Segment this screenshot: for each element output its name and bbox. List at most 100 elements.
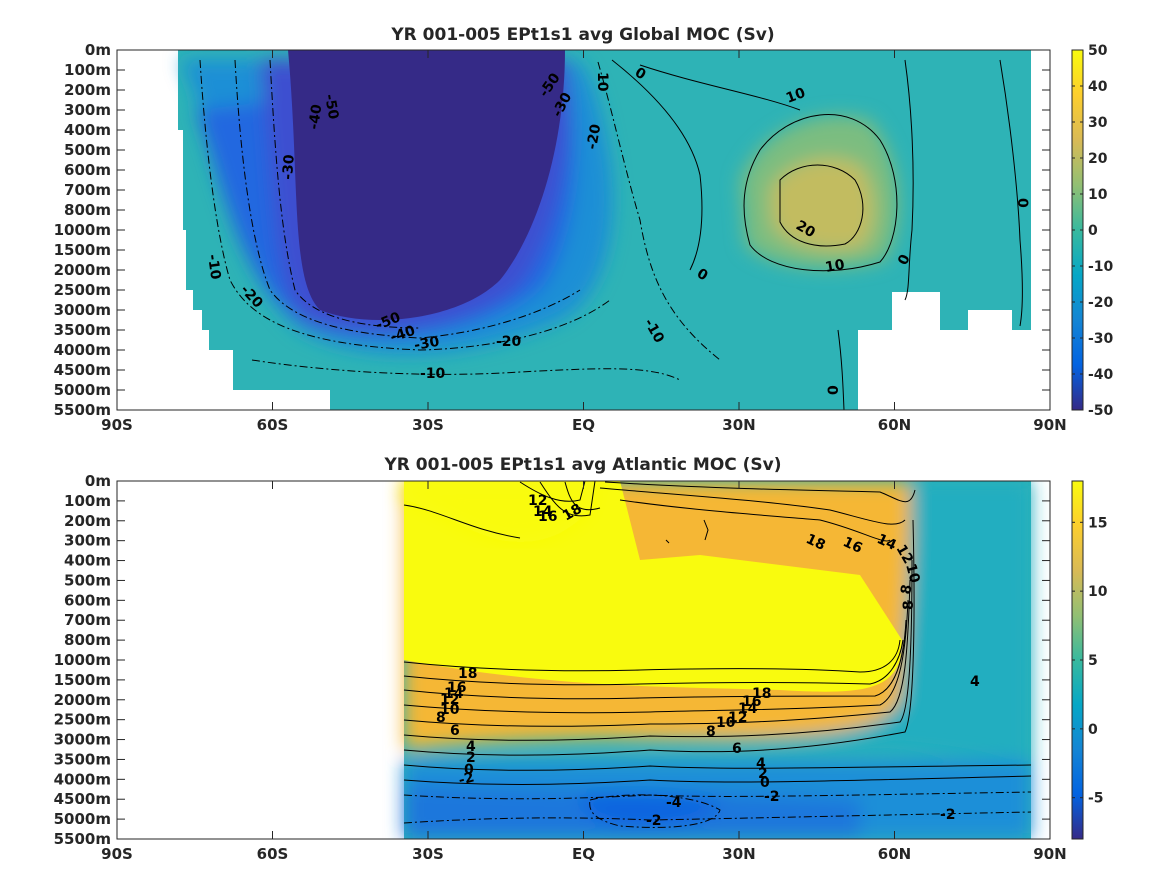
contour-label-b13: 16: [447, 680, 466, 696]
atlantic-moc-x-axis: 90S 60S 30S EQ 30N 60N 90N: [101, 481, 1067, 863]
y-tick-label: 2000m: [54, 261, 111, 279]
contour-label-13: -20: [584, 123, 604, 151]
global-moc-panel: YR 001-005 EPt1s1 avg Global MOC (Sv): [54, 25, 1114, 434]
x-tick-label: 30N: [722, 845, 755, 863]
y-tick-label: 400m: [64, 121, 111, 139]
colorbar-tick-label: 5: [1088, 653, 1098, 669]
y-tick-label: 300m: [64, 532, 111, 550]
atlantic-moc-contour-labels: 12 14 16 18 18 16 14 12 10 8 8 18 16 14 …: [436, 493, 980, 829]
y-tick-label: 1500m: [54, 671, 111, 689]
colorbar-tick-label: -50: [1088, 403, 1114, 419]
contour-label-b22: -2: [457, 769, 476, 788]
y-tick-label: 100m: [64, 61, 111, 79]
y-tick-label: 3500m: [54, 750, 111, 768]
y-tick-label: 200m: [64, 512, 111, 530]
atlantic-moc-title: YR 001-005 EPt1s1 avg Atlantic MOC (Sv): [383, 455, 781, 475]
x-tick-label: 60N: [878, 416, 911, 434]
y-tick-label: 2500m: [54, 711, 111, 729]
colorbar-tick-label: 15: [1088, 515, 1107, 531]
y-tick-label: 100m: [64, 492, 111, 510]
contour-label-b15: 12: [440, 692, 459, 708]
contour-label-8: -30: [413, 334, 441, 354]
contour-label-14: 10: [594, 72, 610, 92]
contour-label-4: -10: [204, 253, 223, 281]
global-moc-y-axis: 0m 100m 200m 300m 400m 500m 600m 700m 800m 1000m 1…: [54, 41, 1050, 419]
y-tick-label: 4500m: [54, 790, 111, 808]
y-tick-label: 5500m: [54, 401, 111, 419]
contour-label-b24: 16: [742, 694, 761, 710]
y-tick-label: 500m: [64, 141, 111, 159]
y-tick-label: 4500m: [54, 361, 111, 379]
contour-label-b17: 8: [436, 710, 446, 726]
contour-label-b21: 0: [464, 762, 474, 778]
y-tick-label: 4000m: [54, 770, 111, 788]
contour-label-b1: 12: [528, 493, 547, 509]
x-tick-label: 60S: [257, 845, 289, 863]
y-tick-label: 700m: [64, 181, 111, 199]
y-tick-label: 4000m: [54, 341, 111, 359]
colorbar-tick-label: -10: [1088, 259, 1114, 275]
colorbar-tick-label: -5: [1088, 791, 1104, 807]
contour-label-b9: 10: [902, 562, 923, 585]
contour-label-b20: 2: [466, 750, 476, 766]
y-tick-label: 1000m: [54, 651, 111, 669]
colorbar-tick-label: 40: [1088, 79, 1108, 95]
x-tick-label: 30S: [412, 416, 444, 434]
contour-label-b6: 16: [840, 534, 864, 557]
y-tick-label: 0m: [85, 472, 111, 490]
y-tick-label: 300m: [64, 101, 111, 119]
x-tick-label: EQ: [572, 845, 595, 863]
contour-label-b18: 6: [450, 723, 460, 739]
contour-label-b27: 10: [716, 715, 736, 731]
contour-label-b25: 14: [738, 701, 758, 717]
atlantic-moc-colorbar-ticks: 15 10 5 0 -5: [1072, 515, 1108, 807]
atlantic-moc-panel: YR 001-005 EPt1s1 avg Atlantic MOC (Sv): [54, 455, 1108, 863]
x-tick-label: 30S: [412, 845, 444, 863]
contour-label-b37: 4: [970, 674, 980, 690]
contour-label-b32: 0: [760, 775, 770, 791]
atlantic-moc-field: 12 14 16 18 18 16 14 12 10 8 8 18 16 14 …: [403, 481, 1032, 839]
x-tick-label: 60S: [257, 416, 289, 434]
colorbar-tick-label: 50: [1088, 43, 1108, 59]
y-tick-label: 400m: [64, 552, 111, 570]
y-tick-label: 5000m: [54, 810, 111, 828]
contour-label-b12: 18: [458, 666, 477, 682]
y-tick-label: 3000m: [54, 301, 111, 319]
global-moc-colorbar-ticks: 50 40 30 20 10 0 -10 -20 -30 -40 -50: [1072, 43, 1114, 419]
y-tick-label: 5000m: [54, 381, 111, 399]
contour-label-22: 0: [1014, 198, 1030, 208]
colorbar-tick-label: 10: [1088, 584, 1108, 600]
contour-label-b31: 2: [758, 766, 768, 782]
contour-label-b3: 16: [538, 509, 557, 525]
y-tick-label: 2000m: [54, 691, 111, 709]
global-moc-field: -50 -40 -30 -10 -20 -50 -40 -30 -20 -10 …: [178, 50, 1031, 410]
contour-label-b29: 6: [732, 741, 742, 757]
y-tick-label: 5500m: [54, 830, 111, 848]
global-moc-title: YR 001-005 EPt1s1 avg Global MOC (Sv): [390, 25, 774, 45]
contour-label-b16: 10: [440, 702, 460, 718]
contour-label-18: 10: [824, 257, 846, 276]
x-tick-label: 90N: [1033, 416, 1066, 434]
y-tick-label: 700m: [64, 611, 111, 629]
colorbar-tick-label: 0: [1088, 223, 1098, 239]
contour-label-b11: 8: [901, 600, 917, 610]
x-tick-label: 30N: [722, 416, 755, 434]
contour-label-b19: 4: [466, 739, 476, 755]
contour-label-b5: 18: [803, 531, 827, 554]
y-tick-label: 1000m: [54, 221, 111, 239]
contour-label-b10: 8: [898, 583, 915, 595]
contour-label-b28: 8: [706, 724, 716, 740]
colorbar-tick-label: 0: [1088, 722, 1098, 738]
contour-label-b35: -2: [646, 813, 662, 829]
x-tick-label: 90N: [1033, 845, 1066, 863]
x-tick-label: EQ: [572, 416, 595, 434]
contour-label-b2: 14: [533, 504, 553, 520]
contour-label-b30: 4: [756, 756, 766, 772]
contour-label-1: -50: [321, 93, 341, 121]
contour-label-16: 10: [784, 85, 808, 107]
contour-label-2: -40: [306, 103, 325, 131]
x-tick-label: 90S: [101, 416, 133, 434]
contour-label-3: -30: [280, 154, 298, 181]
